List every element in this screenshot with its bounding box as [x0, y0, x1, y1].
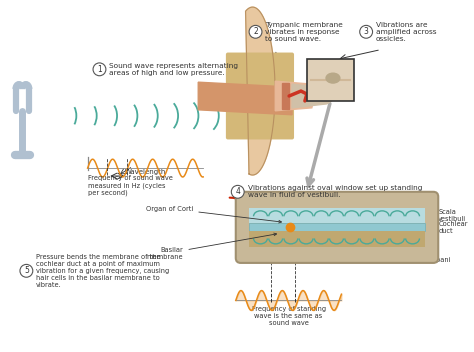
Polygon shape	[246, 7, 275, 175]
Text: 4: 4	[235, 187, 240, 196]
Polygon shape	[292, 84, 332, 108]
Text: Vibrations against oval window set up standing
wave in fluid of vestibuli.: Vibrations against oval window set up st…	[247, 185, 422, 198]
Text: 1: 1	[97, 65, 102, 74]
Polygon shape	[282, 83, 289, 109]
Bar	[248, 231, 425, 247]
Text: 2: 2	[253, 27, 258, 36]
FancyBboxPatch shape	[226, 98, 294, 139]
Circle shape	[360, 25, 373, 38]
Bar	[248, 224, 425, 231]
Text: Cochlear
duct: Cochlear duct	[438, 221, 468, 234]
FancyBboxPatch shape	[307, 59, 354, 101]
Text: Frequency of standing
wave is the same as
sound wave: Frequency of standing wave is the same a…	[252, 306, 326, 326]
Bar	[248, 208, 425, 224]
FancyBboxPatch shape	[236, 192, 438, 263]
Text: Wavelength: Wavelength	[125, 169, 166, 175]
Text: Scala tympani: Scala tympani	[403, 257, 450, 263]
Text: Organ of Corti: Organ of Corti	[146, 206, 282, 223]
Text: Vibrations are
amplified across
ossicles.: Vibrations are amplified across ossicles…	[376, 22, 437, 42]
Text: Sound wave represents alternating
areas of high and low pressure.: Sound wave represents alternating areas …	[109, 63, 238, 76]
Text: Basilar
membrane: Basilar membrane	[147, 233, 276, 260]
Circle shape	[249, 25, 262, 38]
Text: Frequency of sound wave
measured in Hz (cycles
per second): Frequency of sound wave measured in Hz (…	[88, 175, 173, 196]
Text: 5: 5	[24, 266, 29, 275]
Text: Scala
vestibuli: Scala vestibuli	[438, 209, 466, 222]
Circle shape	[93, 63, 106, 76]
Circle shape	[231, 186, 244, 198]
Polygon shape	[198, 82, 292, 115]
FancyBboxPatch shape	[226, 52, 294, 94]
Ellipse shape	[326, 73, 340, 83]
Polygon shape	[275, 81, 315, 111]
Text: Pressure bends the membrane of the
cochlear duct at a point of maximum
vibration: Pressure bends the membrane of the cochl…	[36, 254, 170, 288]
Text: Tympanic membrane
vibrates in response
to sound wave.: Tympanic membrane vibrates in response t…	[265, 22, 343, 42]
Text: 3: 3	[364, 27, 369, 36]
Circle shape	[20, 264, 33, 277]
